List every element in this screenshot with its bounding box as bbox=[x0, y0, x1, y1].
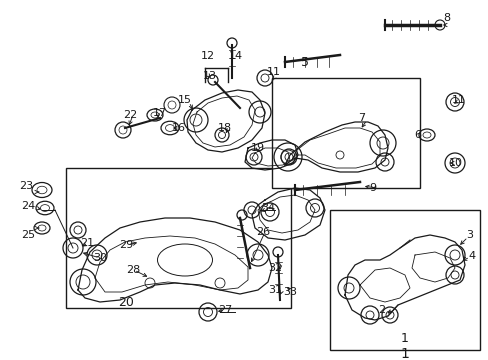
Text: 12: 12 bbox=[201, 51, 215, 61]
Text: 25: 25 bbox=[21, 230, 35, 240]
Text: 7: 7 bbox=[358, 113, 365, 123]
Bar bbox=[329, 210, 479, 350]
Text: 22: 22 bbox=[122, 110, 137, 120]
Text: 5: 5 bbox=[301, 57, 308, 69]
Text: 11: 11 bbox=[451, 95, 465, 105]
Text: 28: 28 bbox=[125, 265, 140, 275]
Text: 29: 29 bbox=[119, 240, 133, 250]
Bar bbox=[66, 168, 290, 308]
Text: 11: 11 bbox=[266, 67, 281, 77]
Text: 27: 27 bbox=[218, 305, 232, 315]
Bar bbox=[271, 78, 419, 188]
Text: 10: 10 bbox=[448, 158, 462, 168]
Text: 15: 15 bbox=[178, 95, 192, 105]
Text: 20: 20 bbox=[118, 297, 134, 310]
Text: 16: 16 bbox=[172, 123, 185, 133]
Text: 24: 24 bbox=[21, 201, 35, 211]
Text: 30: 30 bbox=[93, 253, 107, 263]
Text: 23: 23 bbox=[19, 181, 33, 191]
Text: 4: 4 bbox=[468, 251, 475, 261]
Text: 21: 21 bbox=[80, 238, 94, 248]
Text: 3: 3 bbox=[466, 230, 472, 240]
Text: 8: 8 bbox=[443, 13, 449, 23]
Text: 32: 32 bbox=[267, 263, 282, 273]
Text: 1: 1 bbox=[400, 347, 408, 360]
Text: 34: 34 bbox=[261, 203, 274, 213]
Text: 19: 19 bbox=[250, 143, 264, 153]
Text: 26: 26 bbox=[255, 227, 269, 237]
Text: 2: 2 bbox=[378, 305, 385, 315]
Text: 6: 6 bbox=[414, 130, 421, 140]
Text: 13: 13 bbox=[203, 71, 217, 81]
Text: 33: 33 bbox=[283, 287, 296, 297]
Text: 17: 17 bbox=[153, 108, 167, 118]
Text: 18: 18 bbox=[218, 123, 232, 133]
Text: 14: 14 bbox=[228, 51, 243, 61]
Text: 1: 1 bbox=[400, 332, 408, 345]
Text: 31: 31 bbox=[267, 285, 282, 295]
Text: 9: 9 bbox=[368, 183, 376, 193]
